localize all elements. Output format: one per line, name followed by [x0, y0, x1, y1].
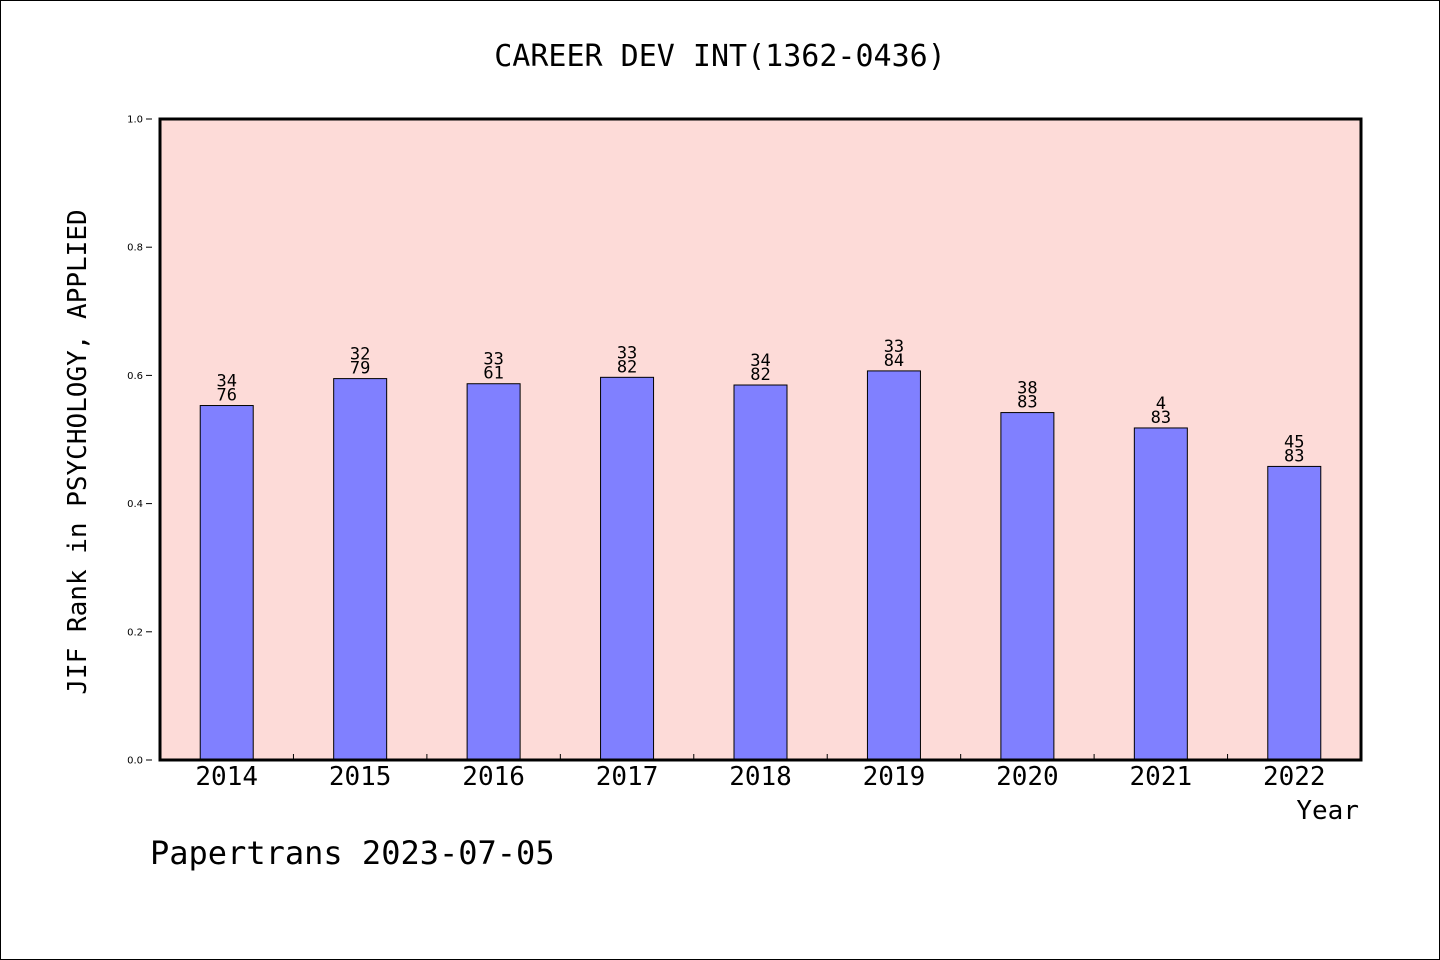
y-axis-label: JIF Rank in PSYCHOLOGY, APPLIED — [63, 209, 93, 694]
bar-2020 — [1000, 412, 1055, 761]
x-tick-label: 2020 — [996, 762, 1059, 792]
x-axis-label: Year — [1296, 796, 1359, 826]
bar-label-rank: 33 — [884, 337, 904, 357]
x-tick-label: 2022 — [1263, 762, 1326, 792]
bar-label-rank: 32 — [350, 345, 370, 365]
bar-label-total: 79 — [350, 359, 370, 379]
plot-border — [158, 117, 1363, 762]
bar-2015 — [333, 378, 388, 761]
bar-label-rank: 33 — [617, 343, 637, 363]
bar-2019 — [866, 370, 921, 761]
x-tick-label: 2018 — [729, 762, 792, 792]
bar-label-total: 76 — [216, 386, 236, 406]
bar-label-rank: 38 — [1017, 379, 1037, 399]
x-tick-label: 2016 — [462, 762, 525, 792]
bar-label-total: 82 — [750, 365, 770, 385]
bar-label-total: 83 — [1284, 446, 1304, 466]
bar-2022 — [1267, 465, 1322, 761]
y-tick-label: 0.2 — [127, 627, 143, 638]
bar-label-total: 61 — [483, 364, 503, 384]
bar-2018 — [733, 384, 788, 761]
x-tick-label: 2015 — [329, 762, 392, 792]
bar-label-total: 84 — [884, 351, 904, 371]
bar-label-total: 83 — [1017, 393, 1037, 413]
bars-group — [199, 370, 1322, 761]
bar-label-rank: 45 — [1284, 432, 1304, 452]
bar-2017 — [600, 376, 655, 761]
x-tick-label: 2017 — [596, 762, 659, 792]
y-tick-label: 1.0 — [127, 115, 143, 126]
y-axis-ticks: 0.0 0.2 0.4 0.6 0.8 1.0 — [127, 115, 152, 767]
y-tick-label: 0.6 — [127, 371, 143, 382]
bar-2021 — [1133, 427, 1188, 761]
y-tick-label: 0.0 — [127, 756, 143, 767]
x-axis-ticks: 2014 2015 2016 2017 2018 2019 2020 2021 2022 — [195, 754, 1326, 792]
x-tick-label: 2021 — [1130, 762, 1193, 792]
bar-label-total: 82 — [617, 357, 637, 377]
chart-title: CAREER DEV INT(1362-0436) — [494, 39, 946, 74]
bar-label-rank: 34 — [216, 372, 236, 392]
y-tick-label: 0.8 — [127, 243, 143, 254]
watermark-text: Papertrans 2023-07-05 — [150, 834, 555, 872]
x-tick-label: 2014 — [195, 762, 258, 792]
x-tick-label: 2019 — [863, 762, 926, 792]
y-tick-label: 0.4 — [127, 499, 143, 510]
bar-label-total: 83 — [1151, 408, 1171, 428]
bar-2014 — [199, 405, 254, 761]
bar-label-rank: 34 — [750, 351, 770, 371]
bar-label-rank: 4 — [1156, 394, 1166, 414]
bar-label-rank: 33 — [483, 350, 503, 370]
bar-2016 — [466, 383, 521, 761]
